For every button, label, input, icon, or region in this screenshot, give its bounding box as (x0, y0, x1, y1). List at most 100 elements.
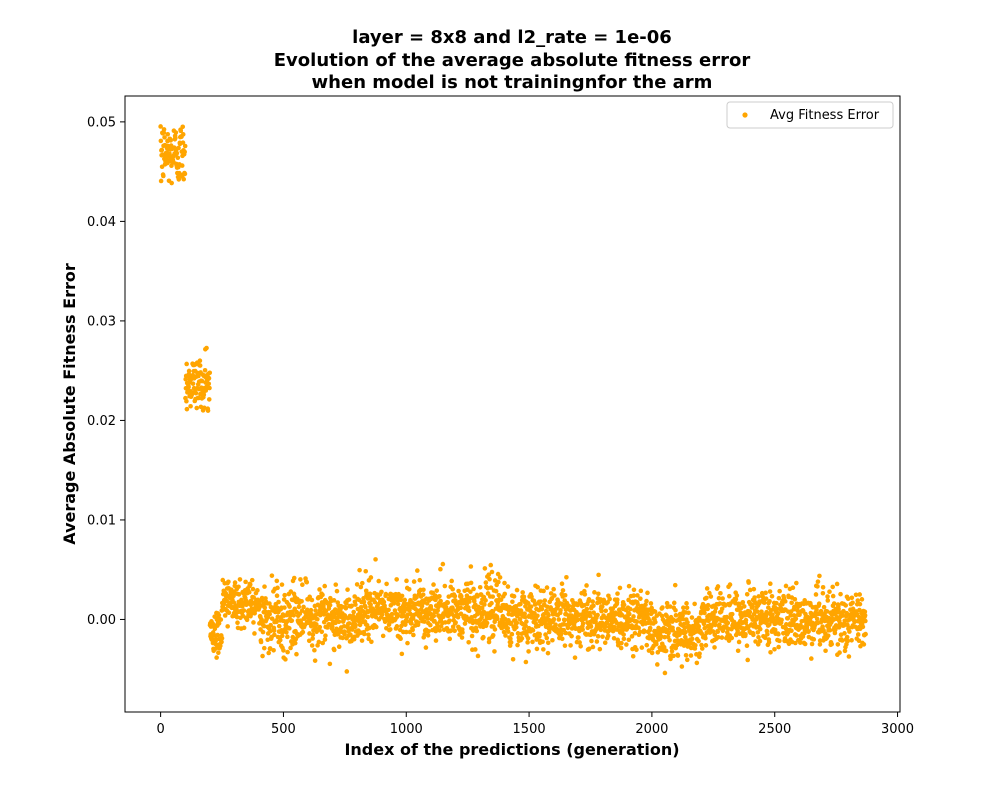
data-point (643, 602, 648, 608)
data-point (604, 620, 610, 626)
plot-area-frame (124, 95, 901, 713)
data-point (472, 647, 478, 652)
data-point (231, 593, 236, 599)
data-point (829, 641, 835, 647)
data-point (701, 621, 707, 627)
data-point (420, 592, 426, 597)
data-point (638, 588, 644, 594)
data-point (449, 578, 455, 584)
data-point (518, 601, 523, 607)
data-point (526, 649, 531, 654)
data-point (653, 619, 658, 625)
data-point (811, 637, 817, 642)
data-point (587, 613, 593, 619)
data-point (173, 135, 178, 141)
data-point (580, 627, 585, 632)
data-point (276, 599, 281, 605)
data-point (528, 604, 534, 609)
data-point (853, 592, 859, 598)
data-point (545, 640, 551, 646)
data-point (685, 620, 690, 625)
data-point (416, 620, 421, 625)
data-point (167, 151, 172, 156)
data-point (357, 567, 362, 573)
y-tick-label: 0.04 (87, 215, 116, 230)
data-point (658, 634, 664, 639)
data-point (733, 597, 739, 602)
data-point (794, 580, 799, 586)
data-point (431, 613, 437, 619)
data-point (327, 602, 333, 608)
data-point (275, 585, 280, 591)
data-point (421, 587, 426, 593)
data-point (590, 599, 595, 604)
data-point (406, 586, 412, 592)
data-point (180, 132, 186, 137)
data-point (216, 612, 222, 618)
data-point (404, 578, 409, 584)
data-point (176, 145, 181, 151)
data-point (751, 611, 757, 617)
x-tick-label: 2000 (635, 722, 668, 737)
data-point (588, 624, 594, 629)
data-point (704, 586, 710, 591)
data-point (207, 370, 213, 376)
data-point (383, 591, 389, 597)
data-point (534, 646, 540, 652)
data-point (551, 617, 557, 622)
data-point (639, 645, 645, 650)
data-point (575, 617, 580, 623)
data-point (845, 638, 850, 644)
data-point (817, 573, 822, 579)
data-point (402, 622, 408, 627)
data-point (359, 638, 365, 643)
data-point (529, 594, 534, 600)
data-point (545, 650, 551, 656)
data-point (600, 634, 605, 639)
data-point (178, 128, 184, 134)
data-point (595, 634, 601, 639)
data-point (510, 599, 515, 605)
data-point (168, 138, 173, 143)
data-point (820, 590, 826, 596)
data-point (511, 594, 517, 599)
data-point (692, 601, 697, 607)
data-point (361, 599, 367, 605)
data-point (259, 595, 265, 601)
data-point (216, 621, 222, 626)
data-point (498, 608, 504, 614)
data-point (442, 583, 448, 589)
data-point (317, 624, 323, 630)
data-point (410, 627, 415, 633)
data-point (670, 628, 676, 633)
data-point (289, 618, 295, 623)
y-axis-label: Average Absolute Fitness Error (60, 263, 79, 545)
data-point (734, 593, 740, 598)
data-point (680, 613, 685, 618)
data-point (428, 606, 434, 611)
data-point (306, 638, 312, 644)
data-point (839, 638, 845, 643)
data-point (763, 590, 768, 596)
data-point (184, 406, 190, 412)
data-point (644, 642, 650, 648)
x-tick-label: 0 (156, 722, 164, 737)
data-point (309, 643, 315, 648)
data-point (667, 604, 673, 609)
data-point (467, 599, 472, 604)
data-point (415, 568, 420, 573)
data-point (735, 628, 740, 633)
data-point (226, 579, 231, 585)
data-point (750, 603, 755, 609)
data-point (568, 643, 573, 648)
data-point (788, 613, 793, 618)
data-point (292, 640, 298, 646)
data-point (260, 653, 265, 659)
data-point (505, 629, 511, 634)
data-point (715, 584, 721, 589)
data-point (158, 178, 164, 184)
y-tick-label: 0.03 (87, 314, 116, 329)
data-point (496, 592, 502, 598)
data-point (751, 586, 757, 592)
data-point (662, 670, 668, 676)
